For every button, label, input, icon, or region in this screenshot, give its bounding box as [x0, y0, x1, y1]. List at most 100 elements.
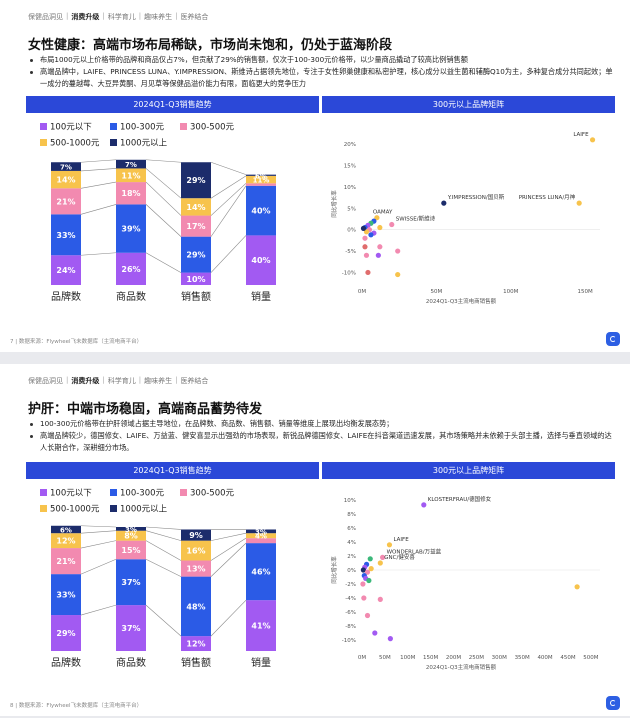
bar-segment: [246, 538, 276, 544]
bar-segment: [181, 540, 211, 561]
point-label: OAMAY: [373, 210, 393, 216]
bar-segment: [181, 236, 211, 273]
page-footer: 7 | 数据来源：Flywheel飞未数据库（主流电商平台）: [10, 339, 143, 345]
breadcrumb-item[interactable]: 保健品洞见: [28, 13, 63, 21]
point-label: PRINCESS LUNA/月神: [519, 193, 576, 201]
point-label: KLOSTERFRAU/德国修女: [428, 495, 492, 503]
scatter-point: [574, 584, 580, 590]
category-label: 商品数: [116, 656, 146, 669]
bullet-item: 高端品牌较少，德国修女、LAIFE、万益蓝、健安喜显示出强劲的市场表现，新锐品牌…: [28, 430, 613, 454]
bar-data-label: 4%: [255, 533, 267, 541]
legend-swatch: [110, 123, 117, 130]
breadcrumb-item[interactable]: 科学育儿: [107, 377, 136, 385]
breadcrumb-item[interactable]: 趣味养生: [144, 13, 173, 21]
connector-line: [80, 604, 117, 616]
stacked-bar-chart: 100元以下 100-300元 300-500元 500-1000元 1000元以上 24…: [40, 123, 276, 303]
bar-segment: [181, 272, 211, 285]
bar-data-label: 48%: [186, 602, 205, 611]
bullet-item: 100-300元价格带在护肝领域占据主导地位，在品牌数、商品数、销售额、销量等维…: [28, 418, 613, 430]
bar-data-label: 24%: [56, 266, 75, 275]
connector-line: [210, 235, 247, 273]
connector-line: [145, 168, 182, 199]
breadcrumb-item[interactable]: 医养结合: [180, 377, 209, 385]
y-axis-label: 同比增长率: [330, 556, 338, 584]
bar-segment: [51, 574, 81, 616]
point-label: GNC/健安喜: [384, 553, 415, 561]
legend-label: 500-1000元: [50, 139, 100, 149]
bar-data-label: 7%: [60, 164, 72, 172]
breadcrumb-item-active[interactable]: 消费升级: [71, 13, 100, 21]
bullet-list: 布局1000元以上价格带的品牌和商品仅占7%，但贡献了29%的销售额，仅次于10…: [28, 54, 613, 90]
breadcrumb-item[interactable]: 趣味养生: [144, 377, 173, 385]
bar-segment: [116, 530, 146, 541]
breadcrumb-item[interactable]: 保健品洞见: [28, 377, 63, 385]
breadcrumb: 保健品洞见 | 消费升级 | 科学育儿 | 趣味养生 | 医养结合: [28, 376, 209, 385]
x-tick-label: 300M: [492, 655, 507, 661]
page-number: 7: [10, 339, 14, 345]
connector-line: [80, 540, 117, 549]
scatter-point: [372, 630, 378, 636]
connector-line: [210, 542, 247, 577]
bar-data-label: 37%: [121, 624, 140, 633]
connector-line: [80, 168, 117, 172]
y-tick-label: 8%: [347, 512, 356, 518]
bar-data-label: 14%: [56, 176, 75, 185]
legend-swatch: [40, 505, 47, 512]
legend-swatch: [110, 505, 117, 512]
y-tick-label: 0%: [347, 568, 356, 574]
brand-logo-icon: [606, 332, 620, 346]
scatter-point: [362, 235, 368, 241]
x-tick-label: 150M: [423, 655, 438, 661]
point-label: Y.IMPRESSION/国贝斯: [447, 193, 505, 201]
x-axis-label: 2024Q1-Q3主流电商销售额: [426, 663, 497, 671]
bar-segment: [246, 600, 276, 651]
bar-data-label: 40%: [251, 256, 270, 265]
connector-line: [80, 252, 117, 256]
breadcrumb-item[interactable]: 医养结合: [180, 13, 209, 21]
brand-matrix-panel: 300元以上品牌矩阵 20% 15% 10% 5% 0% -5% -10% 0M 50M 100M…: [322, 96, 615, 314]
connector-line: [145, 252, 182, 273]
sales-trend-panel: 2024Q1-Q3销售趋势 100元以下 100-300元 300-500元 500-…: [26, 462, 319, 680]
bar-segment: [246, 235, 276, 285]
panel-title: 300元以上品牌矩阵: [322, 96, 615, 113]
scatter-point: [360, 581, 366, 587]
scatter-chart: 20% 15% 10% 5% 0% -5% -10% 0M 50M 100M 150M 2024Q1-…: [330, 132, 600, 305]
bar-data-label: 3%: [255, 528, 267, 536]
scatter-chart: 10% 8% 6% 4% 2% 0% -2% -4% -6% -8% -10% 0M 50M 100M 15…: [330, 495, 600, 671]
breadcrumb-item-active[interactable]: 消费升级: [71, 377, 100, 385]
connector-line: [210, 537, 247, 561]
legend-swatch: [110, 139, 117, 146]
legend-label: 100-300元: [120, 489, 165, 499]
bar-segment: [181, 560, 211, 577]
x-tick-label: 100M: [503, 289, 518, 295]
scatter-point: [363, 229, 370, 235]
y-tick-label: 5%: [347, 206, 356, 212]
y-tick-label: -10%: [342, 638, 356, 644]
bar-segment: [116, 540, 146, 560]
scatter-point: [377, 224, 383, 231]
bar-segment: [51, 214, 81, 256]
x-tick-label: 50M: [431, 289, 443, 295]
scatter-point: [389, 221, 395, 228]
category-label: 销售额: [181, 290, 211, 303]
scatter-point: [375, 252, 381, 258]
bar-data-label: 18%: [121, 189, 140, 198]
y-tick-label: -2%: [345, 582, 356, 588]
x-tick-label: 250M: [469, 655, 484, 661]
bar-segment: [116, 252, 146, 285]
connector-line: [145, 204, 182, 237]
connector-line: [145, 159, 182, 163]
x-axis-label: 2024Q1-Q3主流电商销售额: [426, 297, 497, 305]
bar-data-label: 10%: [186, 275, 205, 284]
bar-segment: [51, 525, 81, 534]
bar-segment: [181, 198, 211, 216]
bar-segment: [51, 170, 81, 189]
bar-segment: [116, 559, 146, 606]
scatter-point: [377, 596, 383, 602]
bar-data-label: 39%: [121, 225, 140, 234]
page-title: 护肝：中端市场稳固，高端商品蓄势待发: [28, 402, 263, 417]
x-tick-label: 150M: [578, 289, 593, 295]
bar-data-label: 29%: [186, 251, 205, 260]
breadcrumb-item[interactable]: 科学育儿: [107, 13, 136, 21]
connector-line: [210, 175, 247, 199]
